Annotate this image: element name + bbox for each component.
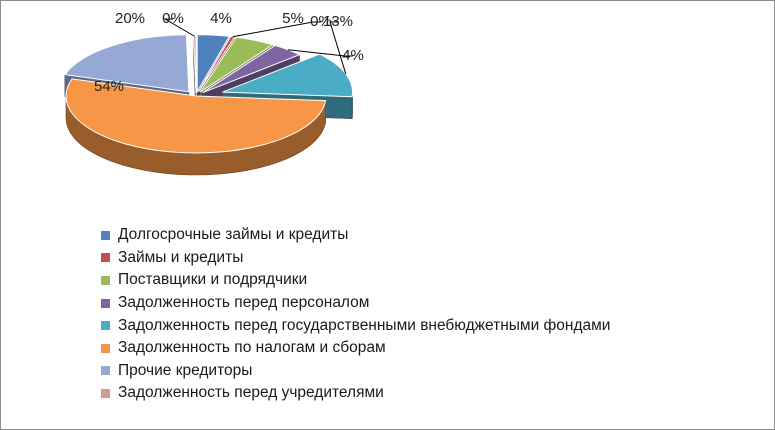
legend-label-6: Прочие кредиторы	[118, 361, 253, 379]
data-label-1: 0%	[310, 13, 332, 30]
data-labels: 4% 0% 5% 4% 13% 54% 20% 0%	[94, 10, 364, 95]
legend-label-3: Задолженность перед персоналом	[118, 294, 370, 312]
data-label-6: 20%	[115, 10, 145, 27]
legend-swatch-5	[101, 343, 110, 353]
legend-item-7: Задолженность перед учредителями	[101, 382, 610, 405]
pie-slice-0	[196, 34, 231, 94]
leader-line-3	[287, 49, 353, 57]
pie-slice-3	[202, 44, 301, 94]
leader-line-1	[232, 21, 321, 38]
leader-lines	[163, 18, 353, 75]
data-label-2: 5%	[282, 10, 304, 27]
legend-label-4: Задолженность перед государственными вне…	[118, 316, 611, 334]
legend-item-6: Прочие кредиторы	[101, 360, 610, 383]
legend: Долгосрочные займы и кредиты Займы и кред…	[101, 224, 610, 405]
legend-swatch-6	[101, 366, 110, 376]
legend-item-4: Задолженность перед государственными вне…	[101, 314, 610, 337]
data-label-7: 0%	[162, 10, 184, 27]
legend-swatch-3	[101, 298, 110, 308]
legend-item-5: Задолженность по налогам и сборам	[101, 337, 610, 360]
legend-label-1: Займы и кредиты	[118, 248, 244, 266]
legend-swatch-4	[101, 321, 110, 331]
data-label-5: 54%	[94, 78, 124, 95]
pie-slice-2	[199, 36, 274, 93]
data-label-4: 13%	[323, 13, 353, 30]
legend-item-0: Долгосрочные займы и кредиты	[101, 224, 610, 247]
legend-label-7: Задолженность перед учредителями	[118, 384, 384, 402]
pie-tops	[63, 34, 354, 154]
legend-label-2: Поставщики и подрядчики	[118, 271, 308, 289]
legend-label-0: Долгосрочные займы и кредиты	[118, 226, 349, 244]
legend-swatch-2	[101, 275, 110, 285]
leader-line-7	[163, 18, 195, 37]
data-label-3: 4%	[342, 47, 364, 64]
leader-line-4	[329, 21, 347, 75]
legend-swatch-7	[101, 388, 110, 398]
legend-item-2: Поставщики и подрядчики	[101, 269, 610, 292]
legend-swatch-1	[101, 253, 110, 263]
legend-item-3: Задолженность перед персоналом	[101, 292, 610, 315]
pie-slice-5	[65, 78, 327, 154]
pie-slice-6	[63, 34, 190, 93]
legend-swatch-0	[101, 230, 110, 240]
data-label-0: 4%	[210, 10, 232, 27]
legend-item-1: Займы и кредиты	[101, 247, 610, 270]
legend-label-5: Задолженность по налогам и сборам	[118, 339, 386, 357]
